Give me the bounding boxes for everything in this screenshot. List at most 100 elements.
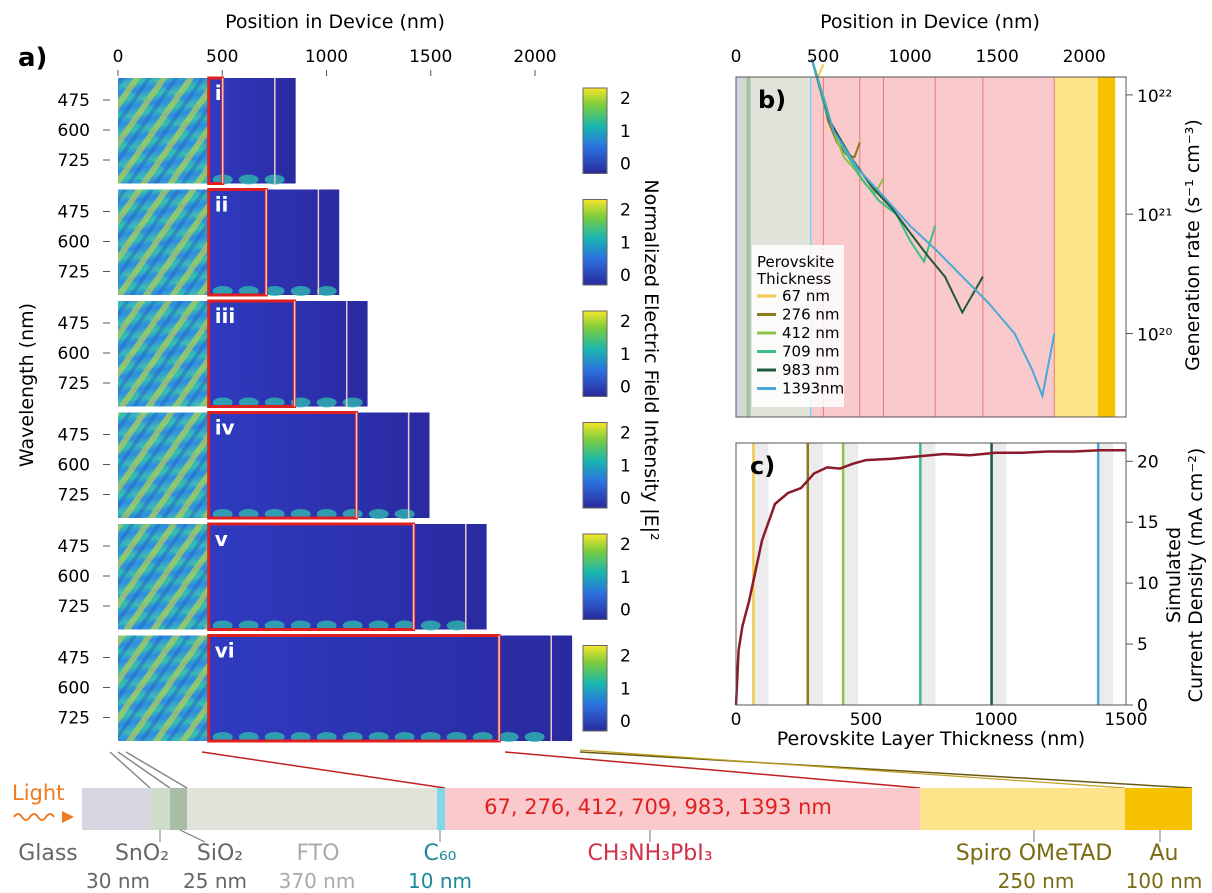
panel-b-frame [735,76,1127,418]
y-tick-label-c: 10 [1137,574,1159,594]
y-tick-label-c: 5 [1137,635,1148,655]
x-tick-label-c: 0 [731,710,742,730]
y-tick-label-a: 600 [58,121,90,141]
y-tick-label-c: 20 [1137,452,1159,472]
perovskite-thickness-values: 67, 276, 412, 709, 983, 1393 nm [484,795,832,819]
y-tick-label-a: 600 [58,567,90,587]
y-tick-label-a: 725 [58,597,90,617]
y-tick-label-a: 475 [58,314,90,334]
field-map-i: i 475 600 725 2 1 0 [58,76,631,185]
x-tick-label-c: 1500 [1104,710,1147,730]
panel-c-series [734,449,1126,706]
y-tick-label-a: 725 [58,263,90,283]
panel-c-label: c) [750,452,775,480]
colorbar-tick-label: 2 [620,424,631,444]
top-axis-label-b: Position in Device (nm) [820,11,1040,33]
y-tick-label-a: 725 [58,151,90,171]
top-tick-label-b: 1500 [976,47,1019,67]
colorbar [582,199,608,286]
colorbar-tick-label: 1 [620,345,631,365]
colorbar-tick-label: 0 [620,266,631,286]
x-tick-label-c: 500 [850,710,882,730]
layer-band [1054,77,1098,417]
layer-name: Glass [18,841,78,866]
layer-thickness: 100 nm [1126,869,1203,893]
subpanel-label-iv: iv [215,416,235,440]
connector-line [504,751,921,789]
marker-band [842,443,859,705]
colorbar-tick-label: 0 [620,489,631,509]
colorbar-tick-label: 0 [620,155,631,175]
legend-box [752,245,844,407]
light-label: Light [12,781,64,805]
panel-c-frame [735,442,1127,706]
field-map-front [118,635,209,741]
stack-layer [170,788,187,830]
legend-entry: 67 nm [782,287,830,305]
panel-c-ylabel-line2: Current Density (mA cm⁻²) [1185,448,1207,703]
colorbar-tick-label: 1 [620,679,631,699]
panel-b-label: b) [758,86,786,114]
field-map-iv: iv 475 600 725 2 1 0 [58,411,631,520]
panel-b-ylabel: Generation rate (s⁻¹ cm⁻³) [1182,119,1204,371]
marker-band [1097,443,1114,705]
top-tick-label-a: 0 [113,47,124,67]
colorbar [582,87,608,174]
legend-title: Thickness [756,270,831,288]
label-leader [179,829,206,843]
layer-thickness: 10 nm [408,869,472,893]
top-tick-label-a: 500 [206,47,238,67]
y-tick-label-a: 600 [58,679,90,699]
top-tick-label-a: 1000 [305,47,348,67]
field-map-iii: iii 475 600 725 2 1 0 [58,299,631,408]
field-map-absorber [208,635,573,741]
layer-name: Au [1150,841,1179,866]
generation-line-1393nm [810,58,1056,400]
field-fringe [446,620,467,631]
marker-band [752,443,769,705]
layer-band [741,77,747,417]
field-fringe [342,397,363,408]
field-map-front [118,189,209,295]
panel-c-ylabel: Simulated Current Density (mA cm⁻²) [1163,448,1207,703]
top-tick-label-a: 1500 [409,47,452,67]
arrow-right-icon [62,811,74,823]
subpanel-label-iii: iii [215,304,236,328]
stack-layer [1125,788,1192,830]
colorbar-tick-label: 0 [620,601,631,621]
legend-entry: 276 nm [782,306,840,324]
legend-title: Perovskite [757,253,834,271]
stack-layers [82,788,1192,830]
field-fringe [316,397,337,408]
x-tick-label-c: 1000 [974,710,1017,730]
legend-entry: 1393nm [782,380,844,398]
field-fringe [290,286,311,296]
subpanel-label-vi: vi [215,639,235,663]
y-tick-label-a: 600 [58,233,90,253]
y-tick-label-b: 10²² [1137,87,1172,107]
top-tick-label-a: 2000 [513,47,556,67]
layer-name: SiO₂ [197,841,243,866]
legend-entry: 983 nm [782,361,840,379]
panel-c-ylabel-line1: Simulated [1163,527,1185,623]
field-fringe [264,286,285,296]
field-map-absorber [208,189,340,295]
layer-name: SnO₂ [115,841,169,866]
layer-name: C₆₀ [424,841,457,866]
panel-b-series [810,58,1056,400]
field-map-absorber [208,524,487,630]
y-tick-label-a: 600 [58,344,90,364]
stack-layer [445,788,920,830]
top-tick-label-b: 1000 [888,47,931,67]
panel-a-label: a) [18,43,47,73]
y-tick-label-a: 475 [58,537,90,557]
top-tick-label-b: 2000 [1063,47,1106,67]
connector-line [579,751,1193,789]
layer-name: Spiro OMeTAD [956,841,1113,866]
field-map-v: v 475 600 725 2 1 0 [58,522,631,631]
top-tick-label-b: 0 [731,47,742,67]
y-axis-label-a: Wavelength (nm) [16,303,38,467]
